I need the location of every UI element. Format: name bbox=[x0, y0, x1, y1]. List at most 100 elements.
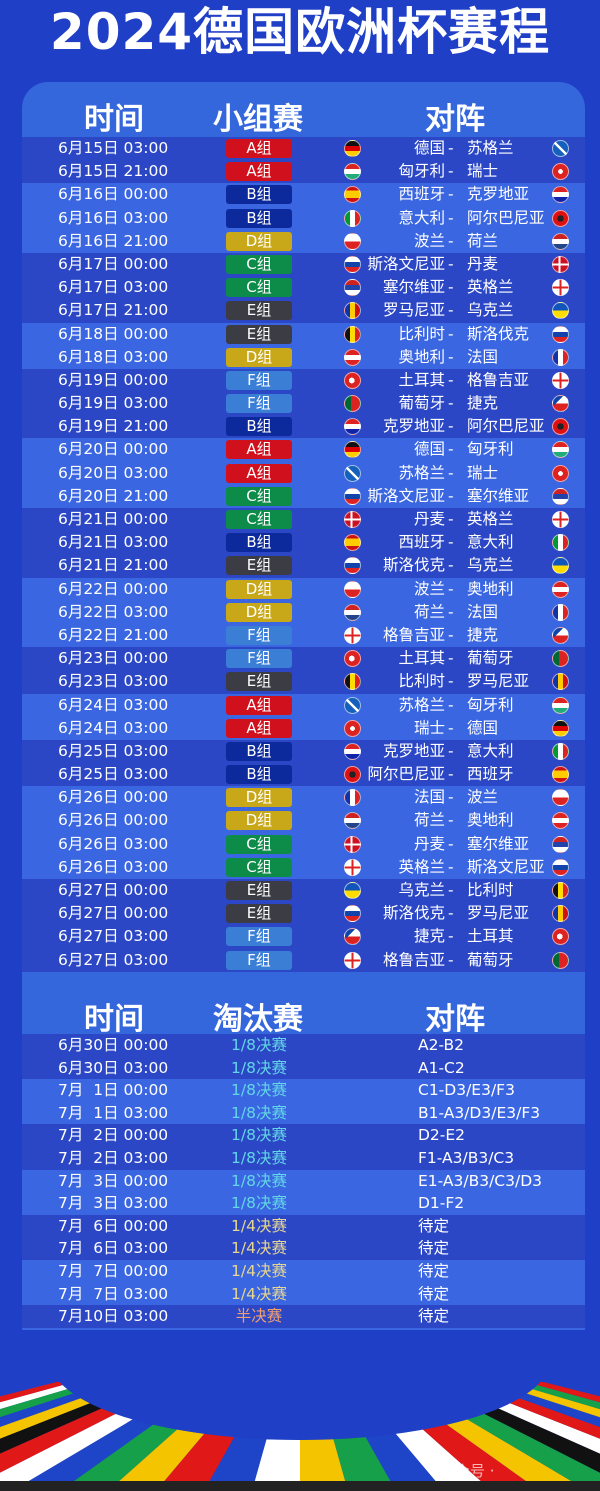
stage-label: 1/8决赛 bbox=[231, 1103, 287, 1122]
table-row: 6月15日 03:00 A组 德国 - 苏格兰 bbox=[22, 137, 585, 161]
match-time: 6月15日 21:00 bbox=[58, 162, 169, 181]
away-team: 瑞士 bbox=[467, 162, 499, 181]
match-time: 6月22日 00:00 bbox=[58, 579, 169, 598]
away-team: 奥地利 bbox=[467, 811, 514, 830]
group-badge: A组 bbox=[226, 695, 292, 715]
home-team: 法国 bbox=[413, 788, 445, 807]
home-team: 德国 bbox=[413, 139, 445, 157]
pl-flag-icon bbox=[344, 580, 361, 598]
home-team: 波兰 bbox=[413, 579, 445, 598]
match-time: 6月23日 03:00 bbox=[58, 672, 169, 691]
sco-flag-icon bbox=[344, 696, 361, 714]
es-flag-icon bbox=[344, 534, 361, 552]
es-flag-icon bbox=[552, 766, 569, 784]
ch-flag-icon bbox=[344, 719, 361, 737]
away-team: 葡萄牙 bbox=[467, 649, 514, 668]
home-team: 意大利 bbox=[398, 208, 445, 227]
group-badge: E组 bbox=[226, 301, 292, 321]
hu-flag-icon bbox=[552, 696, 569, 714]
separator: - bbox=[448, 718, 454, 737]
group-badge: A组 bbox=[226, 440, 292, 460]
header-match: 对阵 bbox=[425, 1002, 485, 1037]
table-row: 7月 6日 00:00 1/4决赛 待定 bbox=[22, 1214, 585, 1238]
dk-flag-icon bbox=[344, 835, 361, 853]
separator: - bbox=[448, 602, 454, 621]
group-badge: C组 bbox=[226, 486, 292, 506]
table-row: 7月 7日 03:00 1/4决赛 待定 bbox=[22, 1282, 585, 1306]
at-flag-icon bbox=[552, 812, 569, 830]
away-team: 塞尔维亚 bbox=[467, 834, 530, 853]
table-row: 6月26日 00:00 D组 荷兰 - 奥地利 bbox=[22, 809, 585, 833]
table-row: 6月17日 00:00 C组 斯洛文尼亚 - 丹麦 bbox=[22, 252, 585, 277]
cz-flag-icon bbox=[344, 928, 361, 946]
stage-label: 1/8决赛 bbox=[231, 1171, 287, 1190]
match-time: 6月20日 21:00 bbox=[58, 486, 169, 505]
table-row: 7月 3日 00:00 1/8决赛 E1-A3/B3/C3/D3 bbox=[22, 1169, 585, 1193]
ge-flag-icon bbox=[344, 626, 361, 644]
panel-base bbox=[22, 1330, 585, 1382]
it-flag-icon bbox=[552, 534, 569, 552]
ro-flag-icon bbox=[344, 302, 361, 320]
group-badge: F组 bbox=[226, 927, 292, 947]
home-team: 斯洛伐克 bbox=[382, 556, 445, 575]
separator: - bbox=[448, 927, 454, 946]
stage-label: 1/8决赛 bbox=[231, 1194, 287, 1213]
group-badge: A组 bbox=[226, 718, 292, 738]
separator: - bbox=[448, 811, 454, 830]
match-time: 7月 1日 00:00 bbox=[58, 1081, 169, 1100]
separator: - bbox=[448, 440, 454, 459]
match-time: 7月 7日 00:00 bbox=[58, 1261, 169, 1280]
home-team: 西班牙 bbox=[398, 533, 445, 552]
separator: - bbox=[448, 370, 454, 389]
knockout-header: 时间 淘汰赛 对阵 bbox=[22, 988, 585, 1040]
stage-label: 1/8决赛 bbox=[231, 1126, 287, 1145]
table-row: 7月 6日 03:00 1/4决赛 待定 bbox=[22, 1237, 585, 1260]
home-team: 德国 bbox=[413, 440, 445, 459]
nl-flag-icon bbox=[552, 232, 569, 250]
stage-label: 1/4决赛 bbox=[231, 1216, 287, 1235]
tr-flag-icon bbox=[552, 928, 569, 946]
header-stage: 淘汰赛 bbox=[213, 1002, 303, 1037]
pt-flag-icon bbox=[552, 650, 569, 668]
pl-flag-icon bbox=[344, 232, 361, 250]
matchup: F1-A3/B3/C3 bbox=[418, 1148, 515, 1167]
table-row: 6月16日 21:00 D组 波兰 - 荷兰 bbox=[22, 229, 585, 253]
separator: - bbox=[448, 741, 454, 760]
pt-flag-icon bbox=[344, 395, 361, 413]
home-team: 格鲁吉亚 bbox=[382, 950, 445, 969]
it-flag-icon bbox=[552, 742, 569, 760]
table-row: 6月26日 03:00 C组 英格兰 - 斯洛文尼亚 bbox=[22, 855, 585, 879]
ua-flag-icon bbox=[552, 557, 569, 575]
table-row: 7月10日 03:00 半决赛 待定 bbox=[22, 1305, 585, 1328]
group-badge: B组 bbox=[226, 533, 292, 553]
table-row: 6月18日 03:00 D组 奥地利 - 法国 bbox=[22, 345, 585, 369]
matchup: 待定 bbox=[418, 1284, 450, 1303]
stage-label: 1/8决赛 bbox=[231, 1148, 287, 1167]
separator: - bbox=[448, 857, 454, 876]
match-time: 7月 1日 03:00 bbox=[58, 1103, 169, 1122]
home-team: 瑞士 bbox=[413, 718, 445, 737]
match-time: 6月25日 03:00 bbox=[58, 741, 169, 760]
match-time: 6月22日 21:00 bbox=[58, 625, 169, 644]
table-row: 6月17日 03:00 C组 塞尔维亚 - 英格兰 bbox=[22, 276, 585, 300]
home-team: 斯洛伐克 bbox=[382, 904, 445, 923]
separator: - bbox=[448, 324, 454, 343]
table-row: 7月 2日 00:00 1/8决赛 D2-E2 bbox=[22, 1124, 585, 1147]
rs-flag-icon bbox=[344, 279, 361, 297]
matchup: A1-C2 bbox=[418, 1058, 465, 1077]
header-stage: 小组赛 bbox=[213, 102, 303, 137]
match-time: 6月20日 00:00 bbox=[58, 440, 169, 459]
home-team: 波兰 bbox=[413, 231, 445, 250]
home-team: 苏格兰 bbox=[398, 695, 445, 714]
home-team: 苏格兰 bbox=[398, 463, 445, 482]
table-row: 6月25日 03:00 B组 阿尔巴尼亚 - 西班牙 bbox=[22, 763, 585, 787]
matchup: 待定 bbox=[418, 1261, 450, 1280]
hr-flag-icon bbox=[344, 742, 361, 760]
away-team: 阿尔巴尼亚 bbox=[467, 208, 545, 227]
ch-flag-icon bbox=[552, 464, 569, 482]
de-flag-icon bbox=[552, 719, 569, 737]
home-team: 阿尔巴尼亚 bbox=[367, 765, 445, 784]
separator: - bbox=[448, 394, 454, 413]
group-badge: D组 bbox=[226, 579, 292, 599]
separator: - bbox=[448, 301, 454, 320]
